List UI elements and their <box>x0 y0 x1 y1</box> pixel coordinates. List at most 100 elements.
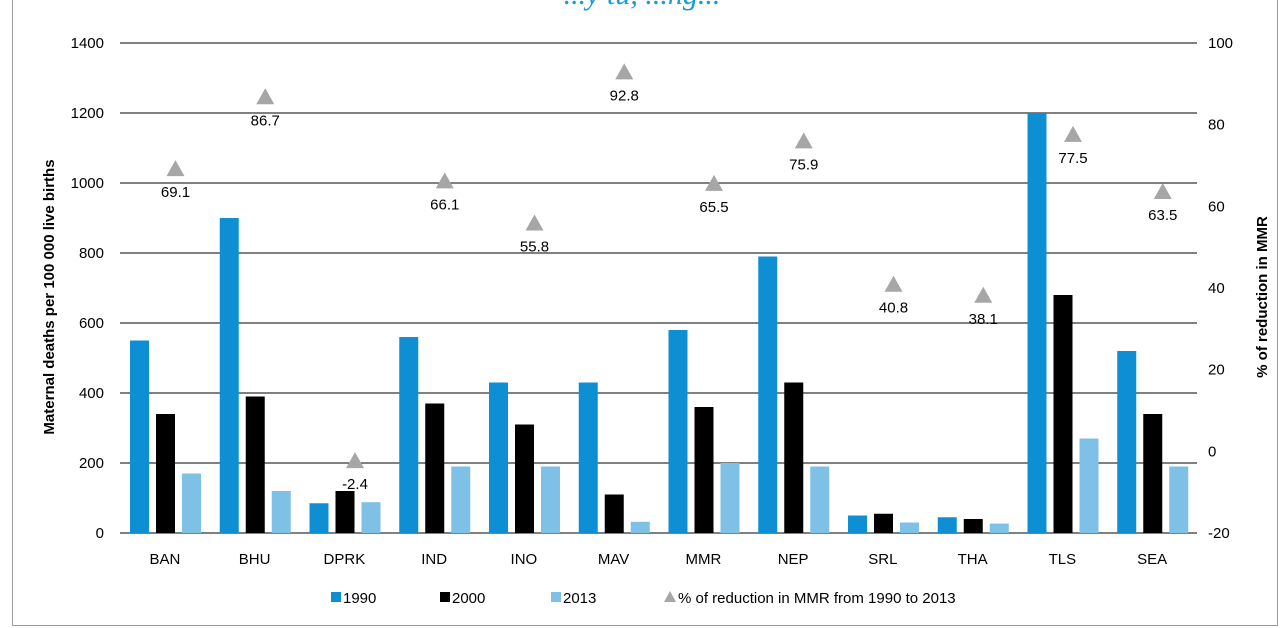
reduction-markers: 69.1 86.7 -2.4 66.1 55.8 92.8 65.5 75.9 40.8 38.1… <box>161 63 1177 493</box>
gridlines <box>120 42 1197 534</box>
bar-2013-ban <box>182 473 201 533</box>
legend-label: 2013 <box>563 590 596 607</box>
x-category-label: DPRK <box>324 551 366 568</box>
legend-triangle-icon <box>664 591 676 602</box>
reduction-marker <box>525 214 544 231</box>
y-axis-right-ticks: -20 0 20 40 60 80 100 <box>1208 35 1233 542</box>
bar-2000-ban <box>156 414 175 533</box>
reduction-label: 38.1 <box>969 311 998 328</box>
bars <box>130 113 1189 533</box>
x-category-label: INO <box>511 551 538 568</box>
y2-tick-label: -20 <box>1208 525 1230 542</box>
y-tick-label: 200 <box>79 455 104 472</box>
y2-tick-label: 40 <box>1208 280 1225 297</box>
bar-1990-mmr <box>668 330 688 533</box>
bar-2013-mmr <box>720 463 740 533</box>
x-category-label: MAV <box>598 551 629 568</box>
y-axis-left-ticks: 0 200 400 600 800 1000 1200 1400 <box>71 35 104 542</box>
reduction-label: 63.5 <box>1148 207 1177 224</box>
reduction-label: 75.9 <box>789 156 818 173</box>
reduction-label: 66.1 <box>430 196 459 213</box>
x-category-label: BAN <box>149 551 180 568</box>
reduction-label: -2.4 <box>342 476 368 493</box>
bar-2013-ino <box>541 466 560 533</box>
x-category-label: BHU <box>239 551 271 568</box>
bar-1990-tls <box>1027 113 1047 533</box>
chart-frame <box>12 0 1278 626</box>
y2-tick-label: 0 <box>1208 443 1216 460</box>
bar-2013-tls <box>1079 438 1099 533</box>
x-category-label: NEP <box>778 551 809 568</box>
bar-2013-nep <box>810 466 830 533</box>
y-tick-label: 600 <box>79 315 104 332</box>
reduction-marker <box>435 172 454 189</box>
bar-2000-nep <box>784 382 804 533</box>
bar-2000-tha <box>963 519 983 533</box>
x-axis-categories: BAN BHU DPRK IND INO MAV MMR NEP SRL THA TLS SEA <box>149 551 1167 568</box>
x-category-label: IND <box>421 551 447 568</box>
bar-2000-bhu <box>245 396 265 533</box>
cut-off-title: ...y tu, ...ng... <box>0 0 1284 12</box>
legend-label: 2000 <box>452 590 485 607</box>
y2-tick-label: 60 <box>1208 198 1225 215</box>
bar-2013-srl <box>900 522 919 533</box>
bar-2000-mmr <box>694 407 714 533</box>
reduction-label: 86.7 <box>251 112 280 129</box>
reduction-label: 92.8 <box>610 87 639 104</box>
reduction-label: 55.8 <box>520 238 549 255</box>
y-tick-label: 0 <box>96 525 104 542</box>
reduction-label: 69.1 <box>161 184 190 201</box>
bar-2000-ind <box>425 403 445 533</box>
y-tick-label: 1000 <box>71 175 104 192</box>
bar-2000-mav <box>604 494 624 533</box>
reduction-label: 77.5 <box>1058 150 1087 167</box>
reduction-marker <box>974 286 993 303</box>
bar-2013-ind <box>451 466 471 533</box>
bar-2000-dprk <box>335 491 355 533</box>
legend-label: 1990 <box>343 590 376 607</box>
x-category-label: SEA <box>1137 551 1167 568</box>
y-tick-label: 1200 <box>71 105 104 122</box>
bar-2013-sea <box>1169 466 1189 533</box>
bar-1990-dprk <box>309 503 329 533</box>
bar-2000-sea <box>1143 414 1163 533</box>
y-axis-left-label: Maternal deaths per 100 000 live births <box>41 159 58 434</box>
y2-tick-label: 20 <box>1208 362 1225 379</box>
bar-1990-nep <box>758 256 778 533</box>
bar-1990-bhu <box>219 218 239 533</box>
x-category-label: SRL <box>868 551 897 568</box>
bar-1990-tha <box>937 517 957 533</box>
legend-swatch-2000 <box>440 592 450 602</box>
reduction-marker <box>705 174 723 191</box>
reduction-marker <box>615 63 634 80</box>
legend-label: % of reduction in MMR from 1990 to 2013 <box>678 590 956 607</box>
bar-1990-sea <box>1117 351 1137 533</box>
bar-2013-dprk <box>361 502 381 533</box>
reduction-marker <box>256 88 275 105</box>
bar-2000-ino <box>515 424 534 533</box>
y-tick-label: 800 <box>79 245 104 262</box>
bar-1990-ino <box>489 382 508 533</box>
bar-2000-srl <box>874 513 893 533</box>
bar-2013-tha <box>989 523 1009 533</box>
bar-1990-mav <box>578 382 598 533</box>
y-axis-right-label: % of reduction in MMR <box>1254 216 1271 378</box>
x-category-label: MMR <box>685 551 721 568</box>
bar-1990-ban <box>130 340 149 533</box>
bar-2000-tls <box>1053 295 1073 533</box>
bar-1990-srl <box>848 515 867 533</box>
y-tick-label: 1400 <box>71 35 104 52</box>
y2-tick-label: 80 <box>1208 117 1225 134</box>
y2-tick-label: 100 <box>1208 35 1233 52</box>
reduction-marker <box>346 452 364 469</box>
y-tick-label: 400 <box>79 385 104 402</box>
bar-2013-bhu <box>271 491 291 533</box>
reduction-label: 65.5 <box>699 199 728 216</box>
bar-2013-mav <box>630 521 650 533</box>
reduction-marker <box>1153 183 1172 200</box>
reduction-marker <box>166 160 185 177</box>
reduction-marker <box>1064 125 1082 142</box>
x-category-label: TLS <box>1049 551 1077 568</box>
bar-1990-ind <box>399 337 419 533</box>
